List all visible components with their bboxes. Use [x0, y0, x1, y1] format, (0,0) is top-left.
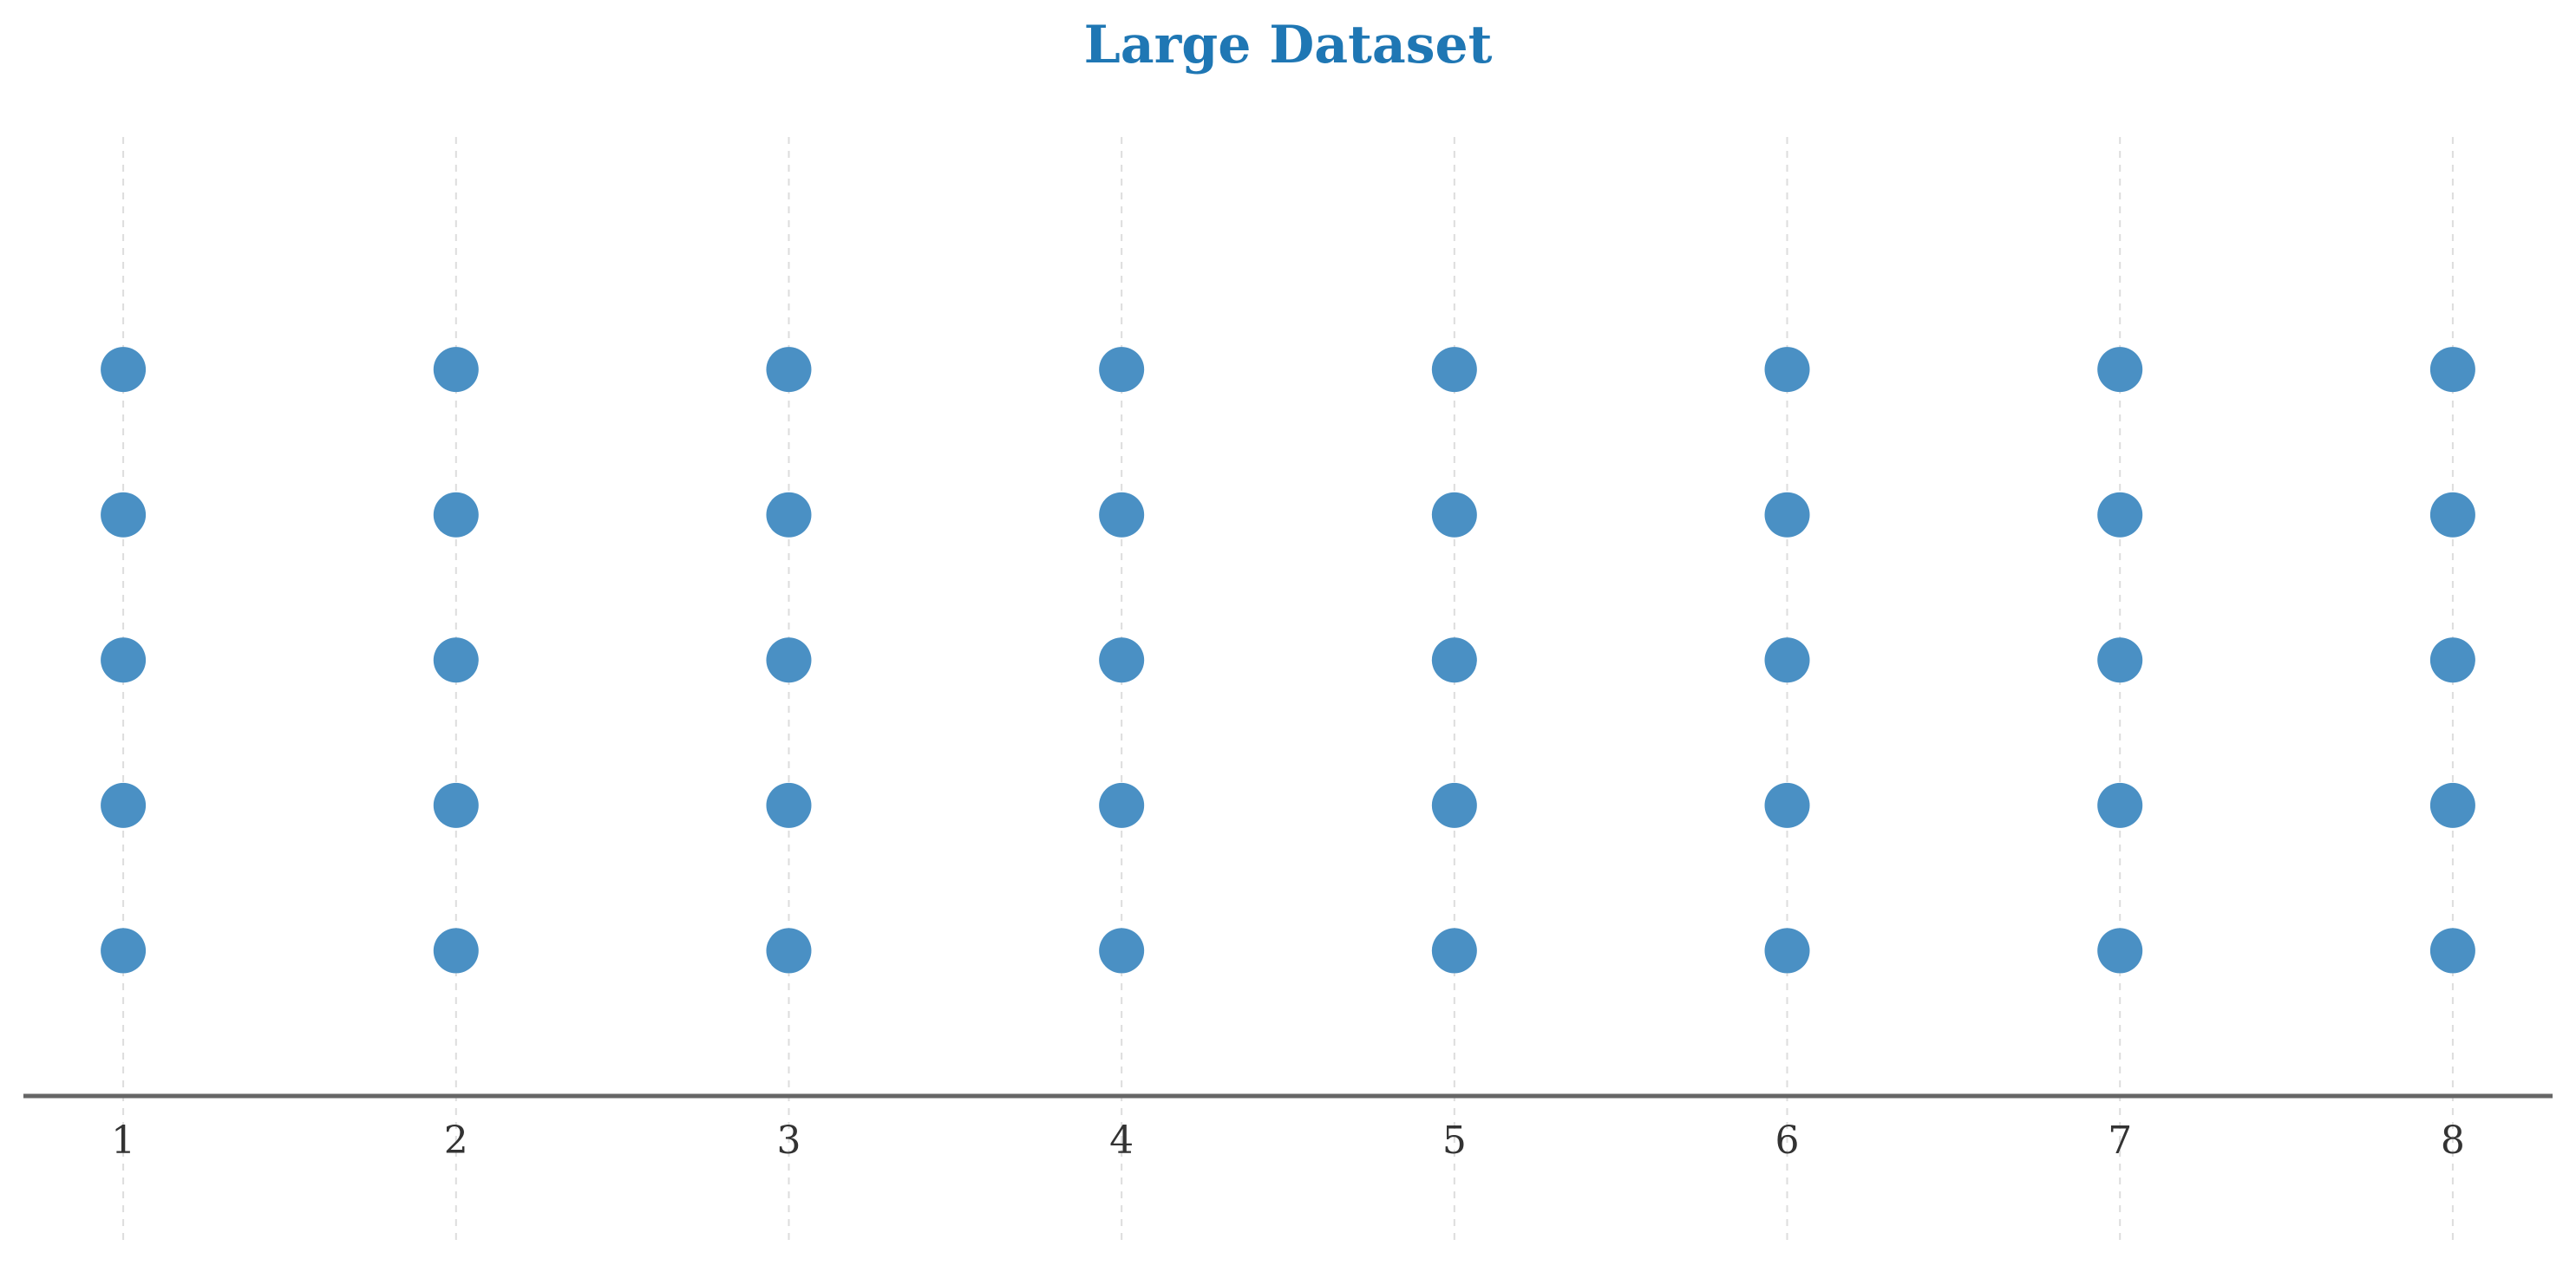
data-points — [101, 347, 2475, 974]
data-point — [766, 782, 812, 828]
data-point — [2429, 347, 2475, 393]
x-tick-label: 2 — [444, 1119, 468, 1163]
data-point — [1099, 347, 1145, 393]
x-tick-label: 7 — [2108, 1119, 2132, 1163]
data-point — [433, 637, 479, 683]
data-point — [433, 928, 479, 974]
data-point — [1764, 492, 1810, 538]
grid-lines — [122, 137, 2454, 1247]
data-point — [1431, 637, 1477, 683]
data-point — [1431, 347, 1477, 393]
data-point — [101, 347, 147, 393]
data-point — [101, 928, 147, 974]
x-tick-label: 6 — [1775, 1119, 1800, 1163]
data-point — [2429, 637, 2475, 683]
data-point — [766, 928, 812, 974]
data-point — [2097, 637, 2143, 683]
data-point — [766, 347, 812, 393]
data-point — [101, 782, 147, 828]
data-point — [1431, 928, 1477, 974]
data-point — [1431, 782, 1477, 828]
x-tick-labels: 1 2 3 4 5 6 7 8 — [111, 1119, 2465, 1163]
data-point — [1764, 928, 1810, 974]
x-tick-label: 5 — [1442, 1119, 1467, 1163]
data-point — [766, 637, 812, 683]
x-tick-label: 4 — [1109, 1119, 1134, 1163]
data-point — [1431, 492, 1477, 538]
data-point — [2097, 347, 2143, 393]
data-point — [766, 492, 812, 538]
data-point — [1099, 492, 1145, 538]
data-point — [1099, 928, 1145, 974]
data-point — [1099, 637, 1145, 683]
data-point — [2097, 782, 2143, 828]
data-point — [433, 492, 479, 538]
data-point — [2097, 928, 2143, 974]
data-point — [2429, 928, 2475, 974]
chart-title: Large Dataset — [1084, 15, 1493, 75]
data-point — [101, 637, 147, 683]
data-point — [1764, 637, 1810, 683]
data-point — [2429, 492, 2475, 538]
data-point — [2429, 782, 2475, 828]
data-point — [433, 782, 479, 828]
data-point — [1764, 347, 1810, 393]
data-point — [433, 347, 479, 393]
data-point — [1764, 782, 1810, 828]
data-point — [2097, 492, 2143, 538]
data-point — [101, 492, 147, 538]
x-tick-label: 3 — [776, 1119, 801, 1163]
x-tick-label: 8 — [2441, 1119, 2465, 1163]
x-tick-label: 1 — [111, 1119, 135, 1163]
data-point — [1099, 782, 1145, 828]
